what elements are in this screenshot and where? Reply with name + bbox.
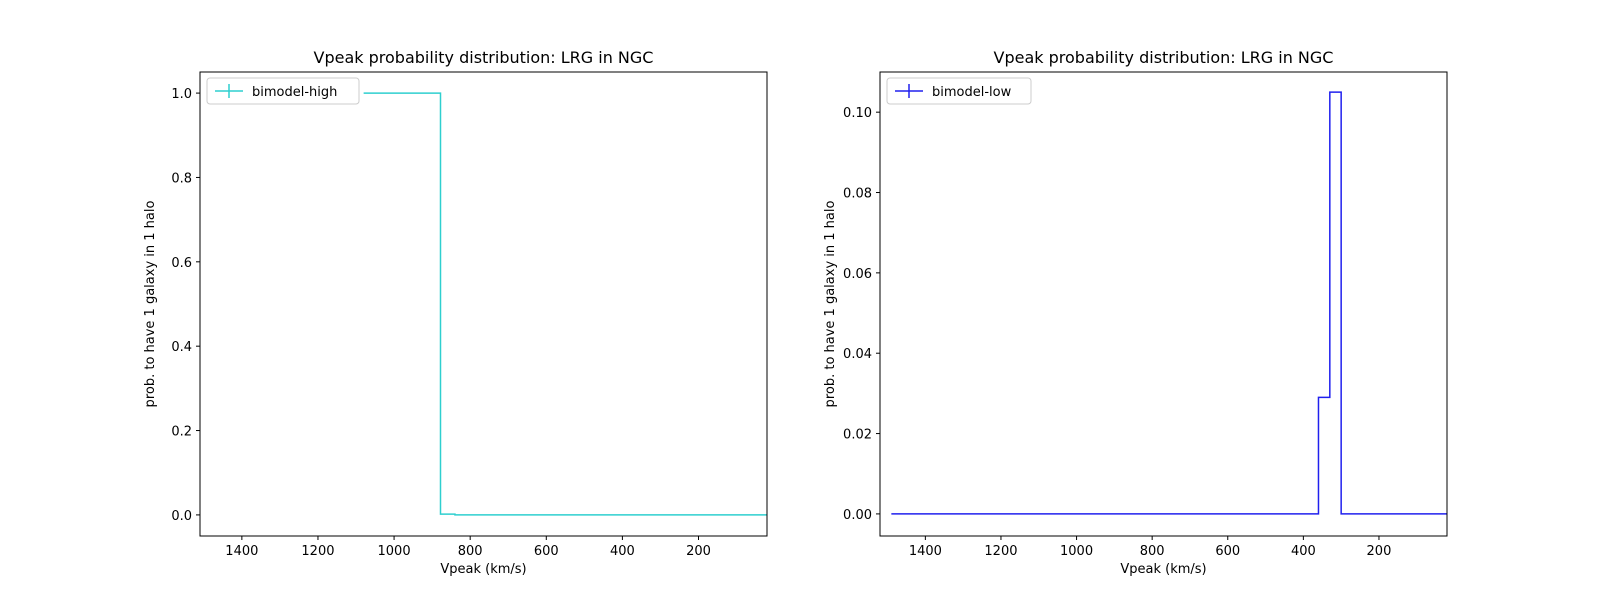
- y-tick-label: 0.04: [843, 347, 872, 362]
- x-tick-label: 200: [1367, 544, 1392, 559]
- y-tick-label: 0.0: [171, 509, 192, 524]
- y-tick-label: 0.02: [843, 428, 872, 443]
- y-tick-label: 0.00: [843, 508, 872, 523]
- legend: bimodel-low: [886, 77, 1032, 105]
- chart-title: Vpeak probability distribution: LRG in N…: [314, 48, 654, 67]
- x-tick-label: 1200: [301, 544, 334, 559]
- x-tick-label: 600: [534, 544, 559, 559]
- x-tick-label: 1000: [378, 544, 411, 559]
- legend-label: bimodel-high: [252, 85, 337, 100]
- x-tick-label: 200: [686, 544, 711, 559]
- plot-frame: [879, 71, 1448, 537]
- y-tick-label: 0.6: [171, 256, 192, 271]
- x-tick-label: 1000: [1060, 544, 1093, 559]
- series-line-bimodel-high: [363, 92, 767, 516]
- legend: bimodel-high: [206, 77, 360, 105]
- chart-panel-2: 1400 1200 1000 800 600 400 200 0.00 0.02 0.04 0.06…: [823, 48, 1448, 577]
- legend-box: [886, 77, 1032, 105]
- y-axis-label: prob. to have 1 galaxy in 1 halo: [823, 201, 838, 408]
- legend-label: bimodel-low: [932, 85, 1012, 100]
- x-tick-label: 1400: [225, 544, 258, 559]
- x-tick-label: 1400: [909, 544, 942, 559]
- x-tick-label: 400: [1291, 544, 1316, 559]
- series-line-bimodel-low: [891, 91, 1447, 515]
- plot-frame: [199, 71, 768, 537]
- chart-panel-1: 1400 1200 1000 800 600 400 200 0.0 0.2 0.4 0.6 0.8 1…: [143, 48, 768, 577]
- y-tick-label: 0.2: [171, 425, 192, 440]
- y-tick-label: 0.10: [843, 106, 872, 121]
- x-tick-label: 800: [458, 544, 483, 559]
- y-tick-label: 0.8: [171, 171, 192, 186]
- x-tick-label: 1200: [984, 544, 1017, 559]
- y-tick-label: 0.08: [843, 187, 872, 202]
- x-axis-label: Vpeak (km/s): [440, 562, 526, 577]
- chart-title: Vpeak probability distribution: LRG in N…: [994, 48, 1334, 67]
- x-axis-label: Vpeak (km/s): [1120, 562, 1206, 577]
- x-tick-label: 600: [1215, 544, 1240, 559]
- x-tick-label: 400: [610, 544, 635, 559]
- y-tick-label: 1.0: [171, 87, 192, 102]
- y-tick-label: 0.06: [843, 267, 872, 282]
- legend-box: [206, 77, 360, 105]
- y-axis-label: prob. to have 1 galaxy in 1 halo: [143, 201, 158, 408]
- y-tick-label: 0.4: [171, 340, 192, 355]
- x-tick-label: 800: [1140, 544, 1165, 559]
